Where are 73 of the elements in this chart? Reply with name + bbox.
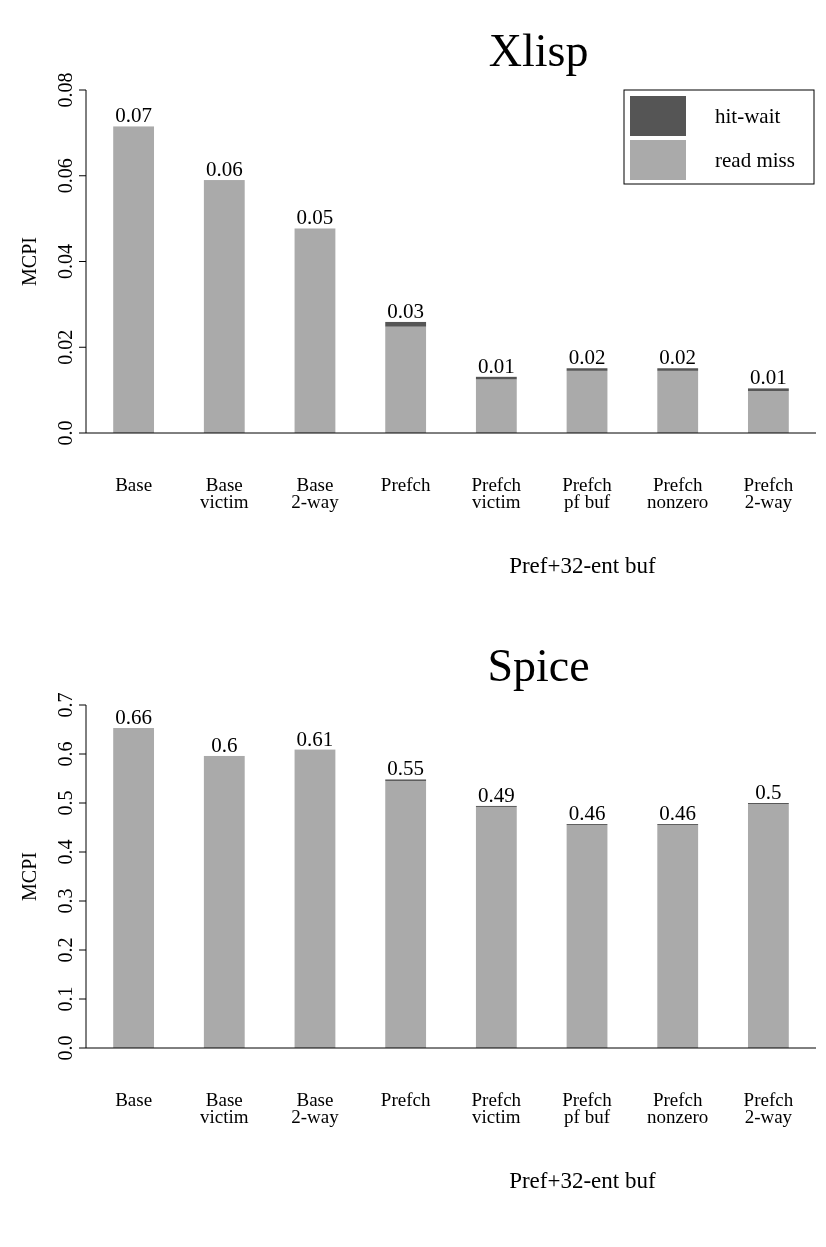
total-label: 0.07 xyxy=(115,103,152,128)
bar xyxy=(385,321,427,327)
bar xyxy=(294,228,336,433)
y-tick-label: 0.2 xyxy=(54,937,76,963)
y-tick-label: 0.08 xyxy=(54,72,76,108)
x-tick-label: Base 2-way xyxy=(291,474,340,512)
y-axis-title: MCPI xyxy=(18,237,40,286)
bar xyxy=(657,825,699,1048)
total-label: 0.02 xyxy=(659,345,697,370)
x-tick-label: Prefch xyxy=(380,474,431,495)
total-label: 0.6 xyxy=(211,732,238,757)
y-tick-label: 0.04 xyxy=(54,244,76,279)
y-tick-label: 0.3 xyxy=(54,888,76,914)
total-label: 0.5 xyxy=(755,780,782,804)
x-tick-label: Prefch victim xyxy=(471,1089,522,1127)
total-label: 0.05 xyxy=(296,205,334,230)
y-tick-label: 0.6 xyxy=(54,741,76,767)
total-label: 0.55 xyxy=(387,756,425,781)
x-tick-label: Base xyxy=(115,1089,153,1110)
y-tick-label: 0.0 xyxy=(54,1035,76,1061)
legend-label: read miss xyxy=(715,148,795,172)
y-tick-label: 0.0 xyxy=(54,420,76,446)
y-tick-label: 0.02 xyxy=(54,329,76,365)
total-label: 0.46 xyxy=(568,801,606,826)
bar xyxy=(385,326,427,433)
bar xyxy=(657,368,699,371)
bar xyxy=(113,126,155,433)
x-tick-label: Prefch victim xyxy=(471,474,522,512)
bar xyxy=(113,728,155,1048)
total-label: 0.06 xyxy=(205,157,243,182)
x-tick-label: Prefch nonzero xyxy=(647,474,709,512)
x-axis-title: Pref+32-ent buf xyxy=(509,553,656,578)
bar xyxy=(203,180,245,433)
bar xyxy=(566,825,608,1048)
total-label: 0.49 xyxy=(477,782,515,807)
x-tick-label: Base 2-way xyxy=(291,1089,340,1127)
y-tick-label: 0.5 xyxy=(54,790,76,816)
x-axis-title: Pref+32-ent buf xyxy=(509,1168,656,1193)
total-label: 0.66 xyxy=(115,705,152,730)
legend-label: hit-wait xyxy=(715,104,781,128)
x-tick-label: Base victim xyxy=(200,1089,249,1127)
bar xyxy=(747,388,789,391)
total-label: 0.01 xyxy=(750,365,787,390)
chart-title: Spice xyxy=(487,640,590,691)
y-tick-label: 0.1 xyxy=(54,986,76,1012)
x-tick-label: Prefch xyxy=(380,1089,431,1110)
bar xyxy=(566,370,608,433)
y-axis-title: MCPI xyxy=(18,852,40,901)
bar xyxy=(566,368,608,371)
y-tick-label: 0.7 xyxy=(54,692,76,718)
total-label: 0.02 xyxy=(568,345,606,370)
total-label: 0.46 xyxy=(659,801,697,826)
x-tick-label: Prefch 2-way xyxy=(743,474,794,512)
chart-title: Xlisp xyxy=(488,25,589,76)
x-tick-label: Prefch 2-way xyxy=(743,1089,794,1127)
bar xyxy=(294,749,336,1048)
x-tick-label: Prefch nonzero xyxy=(647,1089,709,1127)
total-label: 0.01 xyxy=(477,353,515,378)
bar xyxy=(203,755,245,1048)
x-tick-label: Base xyxy=(115,474,153,495)
x-tick-label: Base victim xyxy=(200,474,249,512)
bar xyxy=(657,370,699,433)
bar xyxy=(385,780,427,1048)
bar xyxy=(747,390,789,433)
total-label: 0.61 xyxy=(296,726,334,751)
total-label: 0.03 xyxy=(387,298,425,323)
bar xyxy=(747,803,789,1048)
y-tick-label: 0.4 xyxy=(54,839,76,865)
bar xyxy=(475,379,517,433)
x-tick-label: Prefch pf buf xyxy=(562,474,613,512)
x-tick-label: Prefch pf buf xyxy=(562,1089,613,1127)
bar xyxy=(475,806,517,1048)
y-tick-label: 0.06 xyxy=(54,158,76,194)
